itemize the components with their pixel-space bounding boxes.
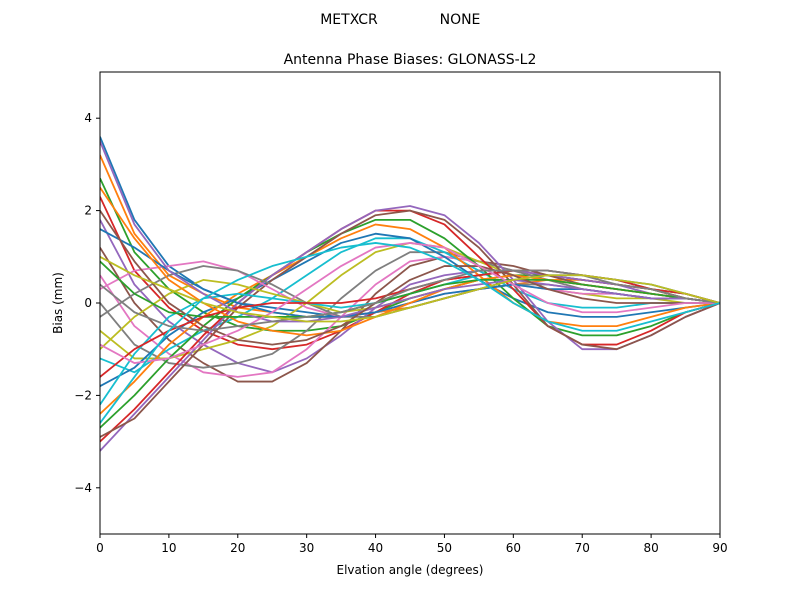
x-tick-label: 30: [299, 541, 314, 555]
x-tick-label: 0: [96, 541, 104, 555]
chart-title: Antenna Phase Biases: GLONASS-L2: [284, 52, 537, 68]
series-line-28: [100, 269, 720, 332]
y-tick-label: −2: [74, 388, 92, 402]
x-tick-label: 70: [575, 541, 590, 555]
y-axis-ticks: −4 −2 0 2 4: [74, 111, 100, 495]
x-tick-label: 10: [161, 541, 176, 555]
suptitle-antenna: METXCR: [320, 12, 378, 28]
x-tick-label: 40: [368, 541, 383, 555]
series-line-11: [100, 232, 720, 387]
x-tick-label: 90: [712, 541, 727, 555]
x-tick-label: 20: [230, 541, 245, 555]
plot-frame: [99, 71, 721, 535]
series-line-7: [100, 255, 720, 378]
x-tick-label: 80: [643, 541, 658, 555]
series-lines: [100, 136, 720, 452]
series-line-25: [100, 140, 720, 323]
x-axis-label: Elvation angle (degrees): [337, 563, 484, 577]
series-line-2: [100, 154, 720, 318]
series-line-30: [100, 242, 720, 424]
y-axis-label: Bias (mm): [51, 272, 65, 334]
y-tick-label: −4: [74, 481, 92, 495]
suptitle-radome: NONE: [440, 12, 481, 28]
x-axis-ticks: 0 10 20 30 40 50 60 70 80 90: [96, 534, 728, 555]
y-tick-label: 0: [84, 296, 92, 310]
x-tick-label: 50: [437, 541, 452, 555]
series-line-26: [100, 210, 720, 346]
y-tick-label: 4: [84, 111, 92, 125]
series-line-6: [100, 247, 720, 383]
series-line-27: [100, 242, 720, 364]
series-line-29: [100, 256, 720, 323]
y-tick-label: 2: [84, 204, 92, 218]
x-tick-label: 60: [506, 541, 521, 555]
